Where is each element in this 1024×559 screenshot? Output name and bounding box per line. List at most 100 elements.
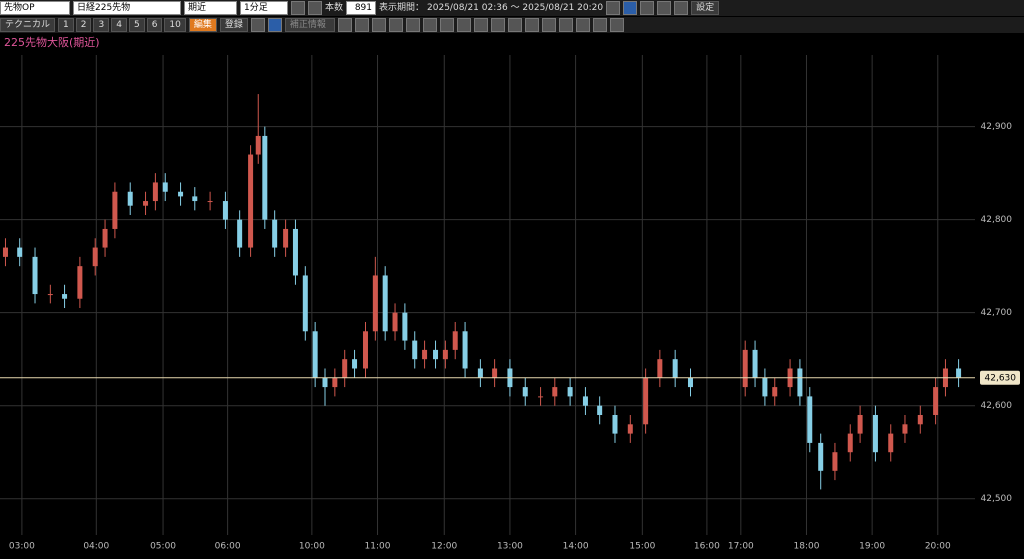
- count-input[interactable]: 891: [346, 1, 377, 15]
- candle-body: [207, 201, 213, 203]
- x-tick-label: 18:00: [794, 542, 820, 552]
- icon[interactable]: [456, 18, 471, 32]
- tab[interactable]: 5: [128, 18, 145, 32]
- x-tick-label: 17:00: [728, 542, 754, 552]
- candle-body: [192, 196, 198, 202]
- toolbar-bottom: テクニカル 1 2 3 4 5 6 10 編集 登録 補正情報: [0, 17, 1024, 33]
- icon[interactable]: [558, 18, 573, 32]
- candle-body: [538, 396, 544, 398]
- candle-body: [332, 377, 338, 388]
- candle-body: [762, 377, 768, 397]
- register-button[interactable]: 登録: [219, 18, 248, 32]
- candle-body: [178, 191, 184, 197]
- y-tick-label: 42,800: [981, 215, 1013, 225]
- candle-body: [582, 396, 588, 406]
- icon[interactable]: [354, 18, 369, 32]
- y-tick-label: 42,700: [981, 308, 1013, 318]
- candle-body: [872, 415, 878, 453]
- tab[interactable]: 1: [58, 18, 74, 32]
- candle-body: [92, 247, 98, 267]
- tab[interactable]: 3: [93, 18, 110, 32]
- candle-body: [522, 387, 528, 397]
- icon[interactable]: [541, 18, 556, 32]
- candle-body: [657, 359, 663, 378]
- candle-body: [492, 368, 498, 378]
- candle-body: [402, 312, 408, 341]
- tab[interactable]: 2: [75, 18, 92, 32]
- icon[interactable]: [250, 18, 265, 32]
- candle-body: [442, 349, 448, 360]
- x-tick-label: 15:00: [629, 542, 655, 552]
- icon[interactable]: [388, 18, 403, 32]
- candle-body: [292, 228, 298, 276]
- market-select[interactable]: 先物OP: [0, 1, 70, 15]
- icon[interactable]: [606, 1, 621, 15]
- x-tick-label: 20:00: [925, 542, 951, 552]
- candle-body: [567, 387, 573, 397]
- contract-select[interactable]: 期近: [184, 1, 237, 15]
- period: 2025/08/21 02:36 〜 2025/08/21 20:20: [427, 3, 604, 13]
- candle-body: [127, 191, 133, 206]
- candle-body: [362, 331, 368, 369]
- icon[interactable]: [439, 18, 454, 32]
- candle-body: [742, 349, 748, 388]
- candle-body: [888, 433, 894, 453]
- candle-body: [933, 387, 939, 415]
- interval-select[interactable]: 1分足: [240, 1, 288, 15]
- candle-body: [392, 312, 398, 332]
- icon[interactable]: [371, 18, 386, 32]
- icon[interactable]: [337, 18, 352, 32]
- icon[interactable]: [490, 18, 505, 32]
- candle-body: [687, 377, 693, 388]
- count-label: 本数: [325, 3, 344, 13]
- candle-body: [112, 191, 118, 229]
- tab[interactable]: 4: [111, 18, 127, 32]
- icon[interactable]: [524, 18, 539, 32]
- x-tick-label: 13:00: [497, 542, 523, 552]
- x-tick-label: 05:00: [150, 542, 176, 552]
- icon[interactable]: [657, 1, 672, 15]
- candle-body: [77, 266, 83, 299]
- icon[interactable]: [609, 18, 624, 32]
- candle-body: [552, 387, 558, 397]
- period-label: 表示期間：: [379, 3, 425, 13]
- icon[interactable]: [267, 18, 282, 32]
- icon[interactable]: [473, 18, 488, 32]
- last-price-box: [980, 370, 1020, 385]
- tab[interactable]: 6: [146, 18, 163, 32]
- candle-body: [17, 247, 23, 257]
- icon[interactable]: [674, 1, 689, 15]
- candle-body: [956, 368, 962, 378]
- technical-button[interactable]: テクニカル: [0, 18, 56, 32]
- x-tick-label: 11:00: [365, 542, 391, 552]
- candle-body: [262, 135, 268, 220]
- candle-body: [102, 228, 108, 248]
- next-button[interactable]: [308, 1, 322, 15]
- icon[interactable]: [623, 1, 638, 15]
- x-tick-label: 14:00: [563, 542, 589, 552]
- correction-select[interactable]: 補正情報: [284, 18, 335, 32]
- candle-body: [597, 405, 603, 415]
- candle-body: [2, 247, 8, 257]
- candle-body: [152, 182, 158, 202]
- settings-button[interactable]: 設定: [691, 1, 720, 15]
- candle-body: [272, 219, 278, 248]
- edit-button[interactable]: 編集: [188, 18, 217, 32]
- icon[interactable]: [640, 1, 655, 15]
- candle-body: [462, 331, 468, 369]
- tab[interactable]: 10: [164, 18, 186, 32]
- icon[interactable]: [592, 18, 607, 32]
- icon[interactable]: [422, 18, 437, 32]
- prev-button[interactable]: [291, 1, 305, 15]
- candle-body: [627, 424, 633, 434]
- candle-body: [807, 396, 813, 443]
- x-tick-label: 04:00: [83, 542, 109, 552]
- y-tick-label: 42,600: [981, 401, 1013, 411]
- icon[interactable]: [405, 18, 420, 32]
- chart-title: 225先物大阪(期近): [4, 35, 100, 49]
- icon[interactable]: [575, 18, 590, 32]
- icon[interactable]: [507, 18, 522, 32]
- symbol-select[interactable]: 日経225先物: [73, 1, 181, 15]
- candle-body: [643, 377, 649, 425]
- candle-body: [143, 201, 149, 206]
